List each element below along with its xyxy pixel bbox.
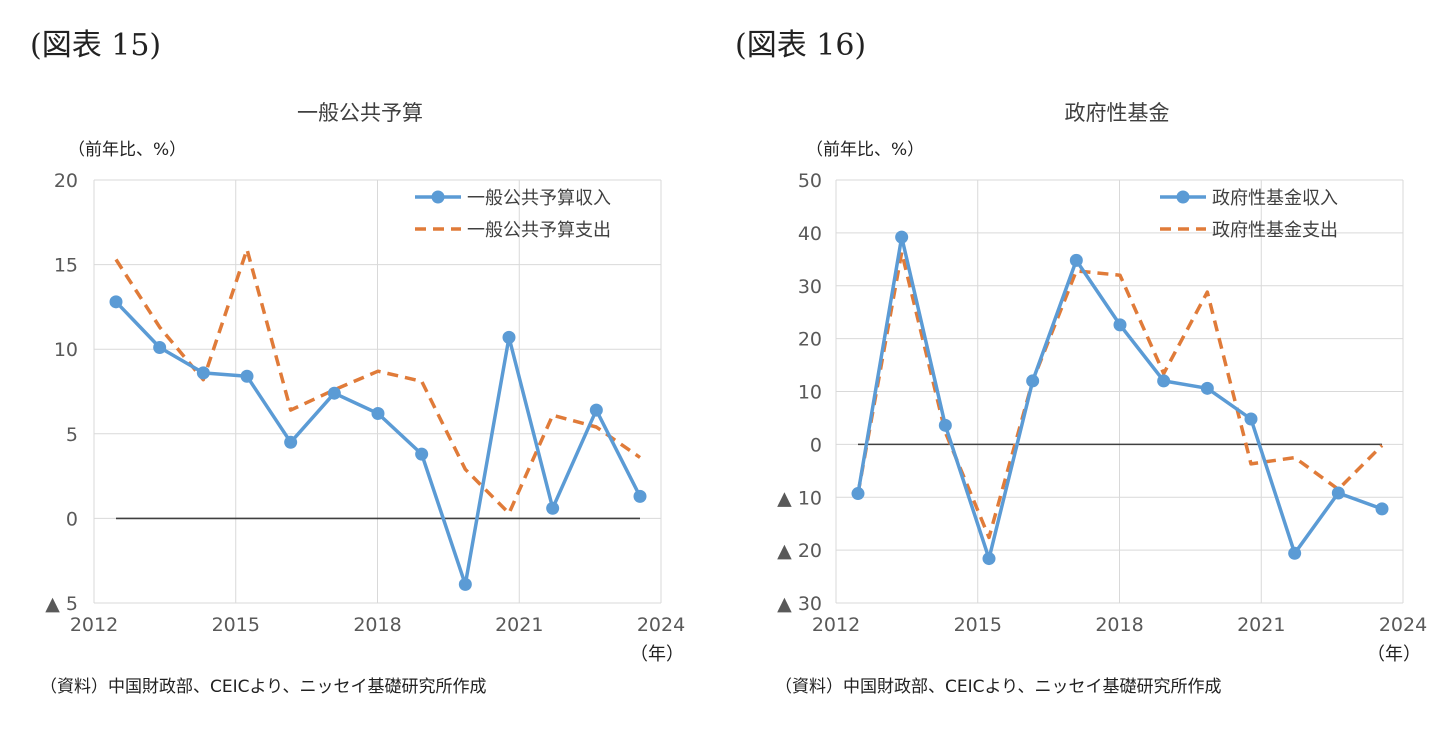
- chart1-x-tick-label: 2018: [353, 614, 401, 636]
- chart1-y-tick-label: 0: [66, 508, 78, 530]
- chart2-y-tick-label: 40: [798, 223, 822, 245]
- chart1-y-tick-label: 5: [66, 424, 78, 446]
- chart2-y-tick-label: ▲ 30: [777, 593, 822, 615]
- chart2-x-tick-label: 2021: [1237, 614, 1285, 636]
- chart1-series-revenue-point: [589, 403, 603, 417]
- chart2-y-tick-label: 0: [810, 434, 822, 456]
- chart2-series-revenue-point: [1331, 486, 1345, 500]
- chart2-y-tick-label: 50: [798, 170, 822, 192]
- chart2-series-revenue-point: [982, 552, 996, 566]
- chart2-legend-label: 政府性基金収入: [1212, 188, 1338, 209]
- chart2-x-tick-label: 2024: [1379, 614, 1427, 636]
- chart2-y-tick-label: ▲ 10: [777, 487, 822, 509]
- chart2-x-tick-label: 2012: [812, 614, 860, 636]
- chart2-series-revenue-point: [1113, 318, 1127, 332]
- chart1-x-tick-label: 2021: [495, 614, 543, 636]
- chart1-x-tick-label: 2012: [70, 614, 118, 636]
- chart1-series-expenditure-line: [114, 247, 642, 516]
- figure-16-source: （資料）中国財政部、CEICより、ニッセイ基礎研究所作成: [775, 677, 1222, 697]
- chart2-series-revenue-point: [1026, 374, 1040, 388]
- chart1-series-revenue-point: [502, 330, 516, 344]
- chart1-series-revenue-point: [633, 489, 647, 503]
- chart1-series-revenue-point: [109, 295, 123, 309]
- figure-15-source: （資料）中国財政部、CEICより、ニッセイ基礎研究所作成: [40, 677, 487, 697]
- chart1-x-tick-label: 2024: [637, 614, 685, 636]
- chart2-series-revenue-point: [1200, 381, 1214, 395]
- chart1-legend-marker-revenue: [431, 190, 445, 204]
- chart2-y-axis-label: （前年比、%）: [806, 140, 924, 160]
- chart1-series-revenue-point: [546, 501, 560, 515]
- chart1-y-tick-label: 10: [54, 339, 78, 361]
- chart1-series-revenue-point: [327, 386, 341, 400]
- chart2-y-tick-label: 10: [798, 382, 822, 404]
- chart2-series-revenue-point: [1157, 374, 1171, 388]
- chart2-x-tick-label: 2018: [1095, 614, 1143, 636]
- chart1-x-tick-label: 2015: [212, 614, 260, 636]
- chart2-y-tick-label: 20: [798, 329, 822, 351]
- chart1-x-unit-label: （年）: [630, 644, 684, 665]
- chart1-series-revenue-point: [415, 447, 429, 461]
- chart1-title: 一般公共予算: [297, 101, 423, 125]
- figure-16-label: (図表 16): [735, 28, 867, 63]
- chart1-series-revenue-point: [371, 406, 385, 420]
- chart2-x-unit-label: （年）: [1367, 644, 1421, 665]
- chart1-y-axis-label: （前年比、%）: [68, 140, 186, 160]
- chart2-series-expenditure-line: [856, 250, 1384, 540]
- chart1-legend-label: 一般公共予算支出: [467, 220, 611, 241]
- chart2-series-revenue-point: [895, 230, 909, 244]
- chart1-y-tick-label: 15: [54, 255, 78, 277]
- chart2-x-tick-label: 2015: [954, 614, 1002, 636]
- chart1-series-revenue-point: [153, 341, 167, 355]
- chart2-legend-marker-revenue: [1176, 190, 1190, 204]
- chart1-y-tick-label: 20: [54, 170, 78, 192]
- chart2-series-revenue-point: [1375, 502, 1389, 516]
- chart1-legend-label: 一般公共予算収入: [467, 188, 611, 209]
- chart2-y-tick-label: 30: [798, 276, 822, 298]
- chart2-series-revenue-point: [1244, 412, 1258, 426]
- chart2-y-tick-label: ▲ 20: [777, 540, 822, 562]
- chart1-series-revenue-point: [284, 435, 298, 449]
- chart1-series-revenue-point: [196, 366, 210, 380]
- chart2-legend-label: 政府性基金支出: [1212, 220, 1338, 241]
- chart2-series-revenue-point: [938, 418, 952, 432]
- chart2-series-revenue-point: [1288, 546, 1302, 560]
- figure-15-label: (図表 15): [30, 28, 162, 63]
- chart2-series-revenue-point: [851, 487, 865, 501]
- chart1-series-revenue-point: [458, 577, 472, 591]
- chart1-y-tick-label: ▲ 5: [45, 593, 78, 615]
- chart1-series-revenue-point: [240, 369, 254, 383]
- chart2-series-revenue-point: [1069, 253, 1083, 267]
- chart2-title: 政府性基金: [1065, 101, 1170, 125]
